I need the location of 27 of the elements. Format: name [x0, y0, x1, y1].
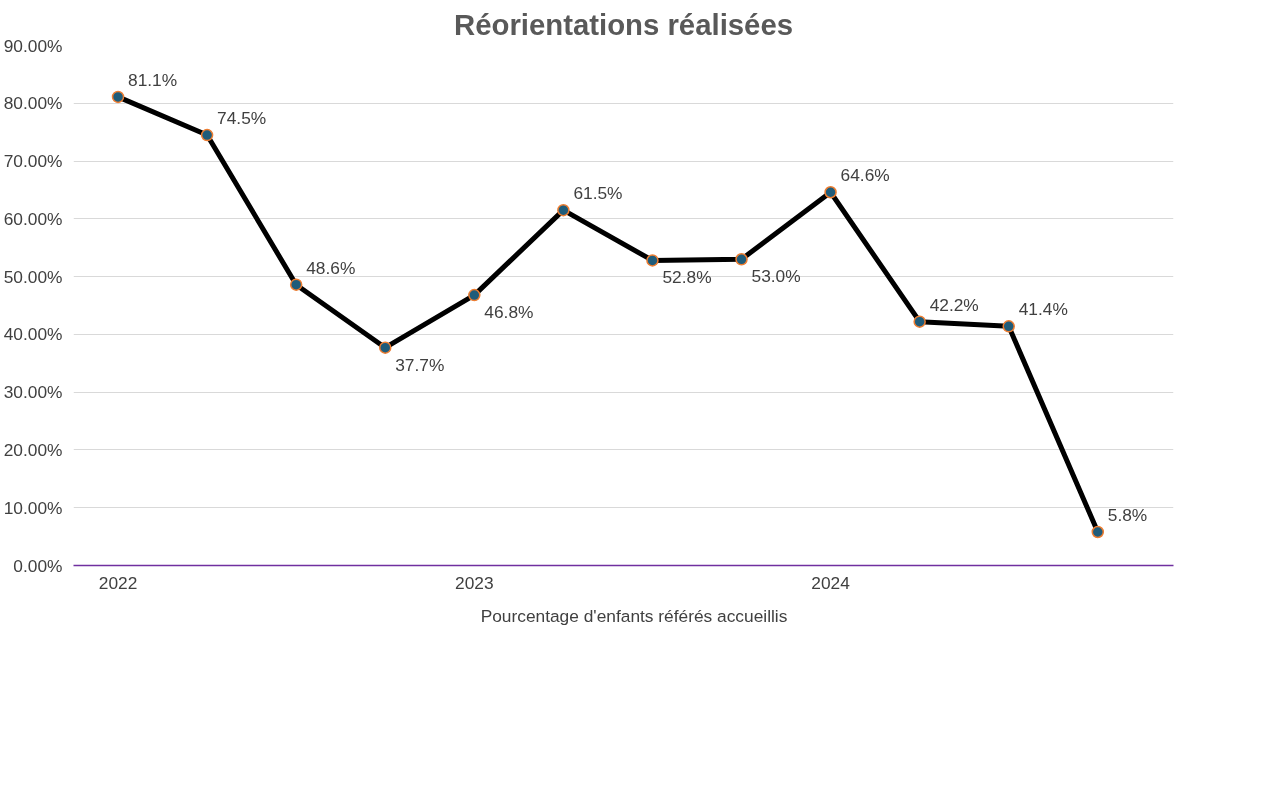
x-tick-label: 2023	[455, 572, 494, 593]
data-label: 42.2%	[929, 294, 979, 315]
y-tick-label: 60.00%	[3, 208, 63, 229]
x-tick-label: 2022	[98, 572, 138, 593]
x-tick-label: 2024	[811, 572, 851, 593]
data-label: 81.1%	[128, 69, 178, 90]
text: Pourcentage d'enfants référés accueillis	[480, 605, 788, 627]
y-tick-label: 30.00%	[3, 382, 63, 403]
data-label: 61.5%	[573, 183, 623, 204]
y-tick-label: 20.00%	[3, 439, 63, 460]
chart-title: Réorientations réalisées	[453, 7, 794, 41]
y-tick-label: 10.00%	[3, 497, 63, 518]
y-tick-label: 0.00%	[13, 555, 63, 576]
data-label: 5.8%	[1107, 504, 1148, 525]
y-tick-label: 70.00%	[3, 151, 63, 172]
data-label: 41.4%	[1018, 299, 1068, 320]
data-label: 52.8%	[662, 267, 712, 288]
data-label: 46.8%	[484, 302, 534, 323]
y-tick-label: 50.00%	[3, 266, 63, 287]
y-tick-label: 90.00%	[3, 35, 63, 56]
y-tick-label: 80.00%	[3, 93, 63, 114]
data-label: 37.7%	[395, 354, 445, 375]
data-label: 48.6%	[306, 257, 356, 278]
data-label: 53.0%	[751, 266, 801, 287]
data-label: 64.6%	[840, 165, 890, 186]
data-label: 74.5%	[217, 108, 267, 129]
y-tick-label: 40.00%	[3, 324, 63, 345]
